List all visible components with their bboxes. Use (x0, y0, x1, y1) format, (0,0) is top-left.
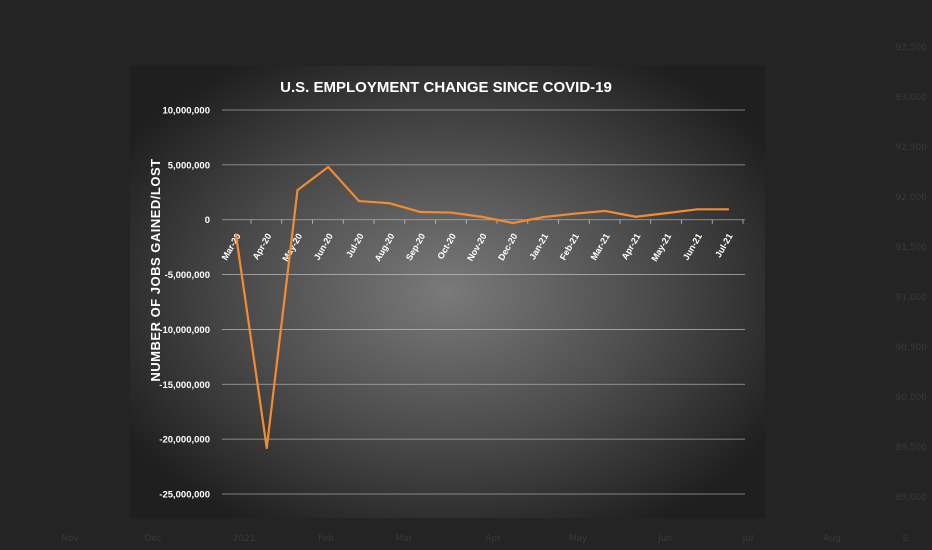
background-x-tick: Feb (318, 534, 334, 544)
y-tick-label: 0 (205, 215, 210, 226)
background-x-tick: Nov (61, 534, 79, 544)
data-point (327, 165, 330, 169)
background-y-tick: 92,000 (896, 193, 928, 203)
background-x-tick: Apr (485, 534, 501, 544)
data-point (726, 208, 730, 211)
y-tick-label: -20,000,000 (159, 435, 210, 446)
data-point (419, 210, 422, 214)
data-point (696, 208, 699, 211)
data-point (665, 212, 668, 215)
y-tick-label: 5,000,000 (168, 160, 210, 171)
background-x-tick: Mar (396, 534, 413, 544)
data-point (542, 215, 545, 219)
background-x-tick: S (902, 534, 908, 544)
data-point (634, 215, 637, 218)
y-tick-label: -5,000,000 (165, 270, 210, 281)
gridlines (222, 109, 745, 495)
background-y-tick: 91,500 (896, 243, 928, 253)
data-point (265, 446, 268, 450)
series-employment-change (234, 165, 730, 450)
background-y-tick: 89,500 (896, 443, 928, 453)
y-tick-label: -10,000,000 (159, 325, 210, 336)
background-x-tick: Jul (742, 534, 754, 544)
data-point (573, 212, 576, 215)
data-point (511, 221, 514, 225)
background-x-tick: Aug (823, 534, 841, 544)
background-y-tick: 90,000 (896, 393, 928, 403)
y-axis-label: NUMBER OF JOBS GAINED/LOST (148, 158, 163, 381)
chart-panel (130, 66, 765, 518)
y-axis-ticks: 10,000,000 5,000,000 0 -5,000,000 -10,000,00… (159, 106, 210, 501)
background-y-tick: 93,000 (896, 93, 928, 103)
background-x-tick: Dec (144, 534, 161, 544)
background-x-tick: 2021 (233, 534, 256, 544)
chart-title: U.S. EMPLOYMENT CHANGE SINCE COVID-19 (280, 79, 612, 96)
background-axis-ticks: Nov Dec 2021 Feb Mar Apr May Jun Jul Aug S 93,500 93… (61, 43, 927, 544)
data-point (234, 233, 238, 237)
data-point (357, 199, 361, 203)
data-point (296, 188, 299, 192)
background-y-tick: 89,000 (896, 493, 928, 503)
background-y-tick: 93,500 (896, 43, 928, 53)
data-point (603, 209, 607, 213)
background-x-tick: Jun (657, 534, 672, 544)
background-y-tick: 91,000 (896, 293, 928, 303)
background-y-tick: 90,500 (896, 343, 928, 353)
data-point (480, 215, 484, 218)
y-tick-label: 10,000,000 (162, 106, 210, 117)
y-tick-label: -25,000,000 (159, 490, 210, 501)
y-tick-label: -15,000,000 (159, 380, 210, 391)
background-x-tick: May (569, 534, 588, 544)
data-point (450, 211, 453, 214)
background-y-tick: 92,500 (896, 143, 928, 153)
data-point (388, 202, 391, 205)
